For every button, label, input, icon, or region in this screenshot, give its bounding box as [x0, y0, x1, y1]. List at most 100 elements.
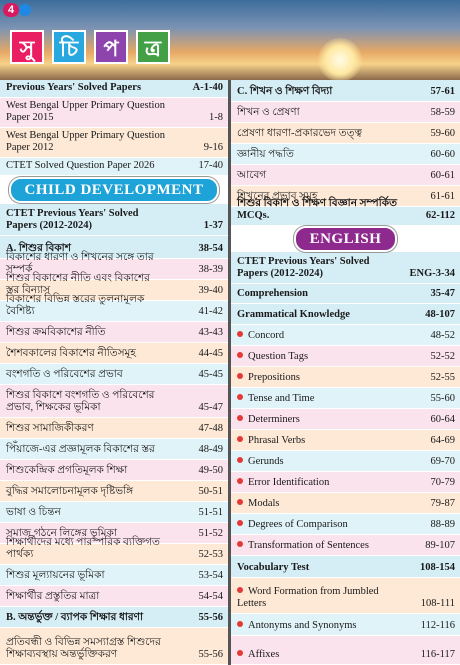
entry-pages: 108-111	[420, 598, 455, 609]
toc-entry: শিক্ষার্থীর প্রস্তুতির মাত্রা 54-54	[0, 586, 228, 607]
entry-title: বিকাশের ধারণা ও শিখনের সঙ্গে তার সম্পর্ক	[6, 252, 154, 275]
toc-heading: Previous Years' Solved Papers A-1-40	[0, 80, 228, 98]
entry-pages: 53-54	[198, 570, 224, 581]
entry-title: শিখনের প্রভাব সমূহ	[237, 191, 318, 202]
header: 4 সু চি প ত্র	[0, 0, 460, 80]
entry-title: Previous Years' Solved Papers	[6, 82, 142, 93]
entry-title: Vocabulary Test	[237, 562, 310, 573]
toc-entry: Modals 79-87	[231, 493, 460, 514]
entry-title: Error Identification	[237, 477, 397, 489]
entry-pages: 35-47	[430, 288, 456, 299]
entry-pages: 38-54	[198, 243, 224, 254]
toc-entry: শিখনের প্রভাব সমূহ 61-61	[231, 186, 460, 207]
page-dot	[19, 4, 31, 16]
entry-pages: 54-54	[198, 591, 224, 602]
toc-heading: Vocabulary Test 108-154	[231, 556, 460, 578]
entry-title: শৈশবকালের বিকাশের নীতিসমূহ	[6, 348, 136, 359]
entry-pages: 38-39	[198, 264, 224, 275]
entry-pages: 44-45	[198, 348, 224, 359]
toc-heading: শিশুর বিকাশ ও শিক্ষণ বিজ্ঞান সম্পর্কিত M…	[231, 198, 460, 226]
entry-pages: 52-52	[430, 351, 456, 362]
entry-title: Gerunds	[237, 456, 397, 468]
entry-title: Tense and Time	[237, 393, 397, 405]
entry-pages: 62-112	[425, 210, 455, 221]
entry-title: শিশুকেন্দ্রিক প্রগতিমূলক শিক্ষা	[6, 465, 128, 476]
toc-entry: Transformation of Sentences 89-107	[231, 535, 460, 556]
entry-pages: 45-45	[198, 369, 224, 380]
entry-pages: 108-154	[420, 562, 455, 573]
title-letter: ত্র	[136, 30, 170, 64]
entry-title: CTET Previous Years' Solved Papers (2012…	[6, 208, 139, 231]
toc-heading: A. শিশুর বিকাশ 38-54	[0, 236, 228, 259]
entry-title: প্রতিবন্ধী ও বিভিন্ন সমস্যাগ্রস্ত শিশুদে…	[6, 637, 161, 660]
page-number: 4	[3, 3, 19, 17]
entry-pages: 9-16	[203, 142, 223, 153]
entry-pages: 55-60	[430, 393, 456, 404]
entry-pages: 55-56	[198, 649, 224, 660]
section-banner: CHILD DEVELOPMENT	[0, 176, 228, 204]
entry-title: শিশুর সামাজিকীকরণ	[6, 423, 94, 434]
entry-title: Determiners	[237, 414, 397, 426]
entry-pages: 89-107	[425, 540, 455, 551]
toc-entry: Word Formation from Jumbled Letters 108-1…	[231, 578, 460, 614]
entry-pages: 48-107	[425, 309, 455, 320]
title-letter: প	[94, 30, 128, 64]
entry-pages: 51-51	[198, 507, 224, 518]
entry-pages: 48-52	[430, 330, 456, 341]
section-title: CHILD DEVELOPMENT	[8, 177, 220, 203]
section-banner: ENGLISH	[231, 226, 460, 252]
toc-entry: বুদ্ধির সমালোচনামূলক দৃষ্টিভঙ্গি 50-51	[0, 481, 228, 502]
toc-entry: Phrasal Verbs 64-69	[231, 430, 460, 451]
toc-entry: Gerunds 69-70	[231, 451, 460, 472]
entry-title: Affixes	[237, 649, 397, 661]
entry-pages: 41-42	[198, 306, 224, 317]
entry-pages: A-1-40	[192, 82, 223, 93]
toc-entry: শৈশবকালের বিকাশের নীতিসমূহ 44-45	[0, 343, 228, 364]
toc-entry: প্রেষণা ধারণা-প্রকারভেদ তত্ত্ব 59-60	[231, 123, 460, 144]
toc-entry: Question Tags 52-52	[231, 346, 460, 367]
entry-pages: 79-87	[430, 498, 456, 509]
toc-entry: বিকাশের বিভিন্ন স্তরের তুলনামূলক বৈশিষ্ট…	[0, 294, 228, 322]
entry-pages: 50-51	[198, 486, 224, 497]
toc-heading: Grammatical Knowledge 48-107	[231, 304, 460, 325]
entry-title: আবেগ	[237, 170, 267, 181]
toc-entry: আবেগ 60-61	[231, 165, 460, 186]
toc-heading: C. শিখন ও শিক্ষণ বিদ্যা 57-61	[231, 80, 460, 102]
toc-entry: শিশুর বিকাশের নীতি এবং বিকাশের স্তর বিন্…	[0, 273, 228, 301]
entry-pages: 47-48	[198, 423, 224, 434]
toc-entry: বিকাশের ধারণা ও শিখনের সঙ্গে তার সম্পর্ক…	[0, 252, 228, 280]
toc-entry: Tense and Time 55-60	[231, 388, 460, 409]
entry-pages: 17-40	[198, 160, 224, 171]
toc-entry: Antonyms and Synonyms 112-116	[231, 614, 460, 636]
entry-title: শিশুর বিকাশে বংশগতি ও পরিবেশের প্রভাব, শ…	[6, 390, 155, 413]
toc-entry: পিঁয়াজে-এর প্রজ্ঞামূলক বিকাশের স্তর 48-4…	[0, 439, 228, 460]
entry-pages: 49-50	[198, 465, 224, 476]
toc-heading: CTET Previous Years' Solved Papers (2012…	[231, 252, 460, 284]
toc-entry: Affixes 116-117	[231, 636, 460, 665]
toc-entry: শিশুর ক্রমবিকাশের নীতি 43-43	[0, 322, 228, 343]
entry-pages: 61-61	[430, 191, 456, 202]
entry-pages: 60-64	[430, 414, 456, 425]
entry-title: বুদ্ধির সমালোচনামূলক দৃষ্টিভঙ্গি	[6, 486, 134, 497]
toc-entry: শিশুর মূল্যায়নের ভূমিকা 53-54	[0, 565, 228, 586]
toc-entry: জ্ঞানীয় পদ্ধতি 60-60	[231, 144, 460, 165]
entry-pages: 55-56	[198, 612, 224, 623]
entry-title: CTET Solved Question Paper 2026	[6, 160, 155, 171]
entry-pages: 60-61	[430, 170, 456, 181]
entry-pages: 48-49	[198, 444, 224, 455]
toc-entry: প্রতিবন্ধী ও বিভিন্ন সমস্যাগ্রস্ত শিশুদে…	[0, 628, 228, 665]
entry-title: বিকাশের বিভিন্ন স্তরের তুলনামূলক বৈশিষ্ট…	[6, 294, 145, 317]
entry-title: CTET Previous Years' Solved Papers (2012…	[237, 256, 370, 279]
entry-pages: 58-59	[430, 107, 456, 118]
toc-entry: শিখন ও প্রেষণা 58-59	[231, 102, 460, 123]
entry-title: B. অন্তর্ভুক্ত / ব্যাপক শিক্ষার ধারণা	[6, 612, 144, 623]
entry-title: A. শিশুর বিকাশ	[6, 243, 71, 254]
toc-heading: B. অন্তর্ভুক্ত / ব্যাপক শিক্ষার ধারণা 55-…	[0, 607, 228, 628]
entry-pages: 112-116	[420, 620, 455, 631]
entry-pages: 59-60	[430, 128, 456, 139]
entry-pages: 70-79	[430, 477, 456, 488]
toc-entry: West Bengal Upper Primary Question Paper…	[0, 128, 228, 158]
entry-pages: 64-69	[430, 435, 456, 446]
entry-pages: 43-43	[198, 327, 224, 338]
